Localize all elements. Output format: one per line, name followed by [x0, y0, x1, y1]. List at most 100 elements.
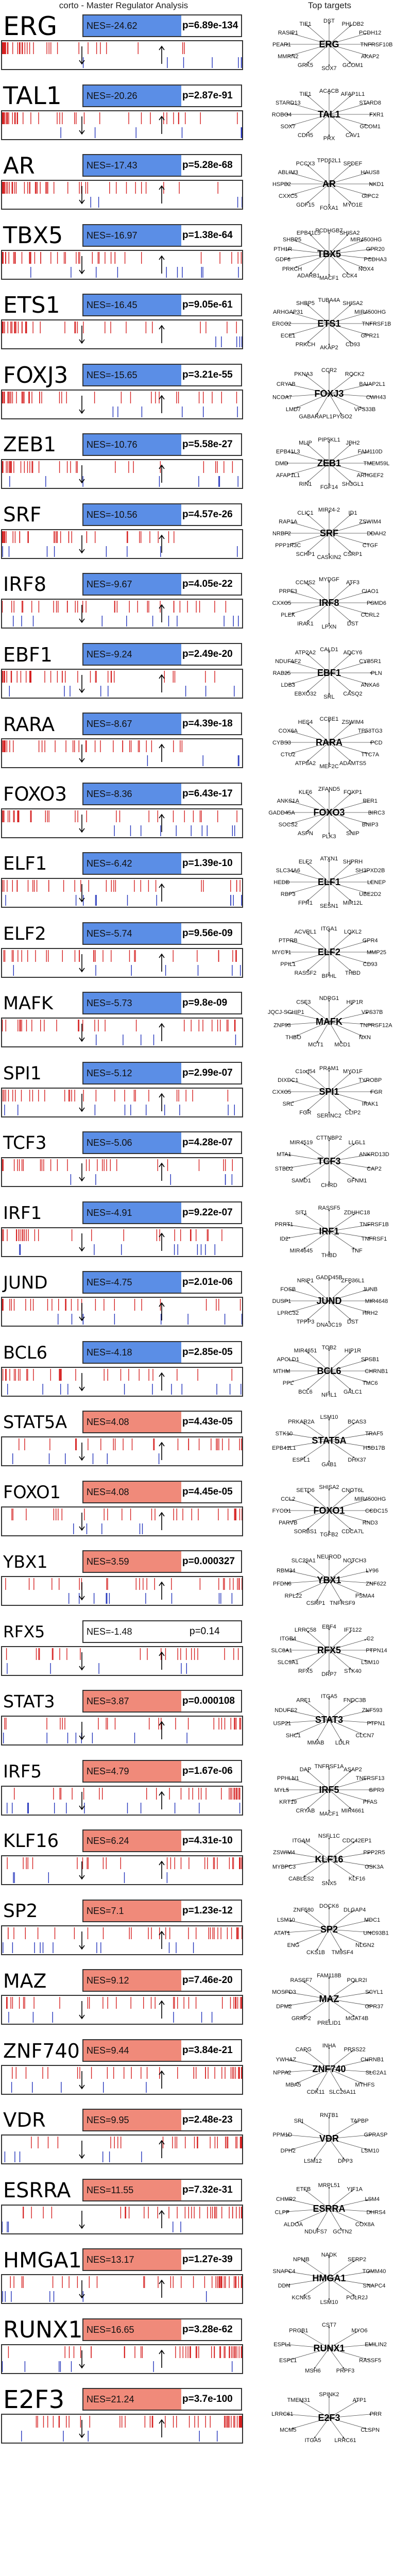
network-edge	[329, 791, 353, 812]
target-label: PRKCH	[282, 266, 302, 272]
edge-head	[364, 940, 366, 942]
target-label: EBXO32	[295, 690, 317, 697]
network-edge	[288, 114, 330, 126]
target-label: ROBO4	[272, 112, 292, 118]
nes-fill	[83, 155, 181, 176]
target-network: ATXN1SHPRHSH3PXD2BLENEPUBE2D2MIR12LSESN1…	[273, 856, 386, 909]
network-edge	[282, 2344, 330, 2348]
edge-head	[304, 1875, 305, 1877]
target-label: PRPF3	[336, 2368, 354, 2374]
edge-head	[364, 1290, 366, 1292]
target-label: MIR4500HG	[354, 1496, 386, 1502]
gsea-svg	[2, 461, 238, 487]
down-arrow	[79, 1791, 85, 1810]
edge-head	[370, 323, 372, 325]
target-label: HSD17B	[363, 1445, 385, 1451]
up-arrow	[159, 2070, 165, 2089]
edge-head	[304, 1143, 305, 1145]
target-label: TYROBP	[358, 1077, 382, 1083]
target-network: DOCK6DLGAP4MDC1UNC93B1NLGN2TM9SF4CKS1BEN…	[274, 1903, 389, 1956]
edge-head	[353, 2294, 354, 2296]
target-label: GPR37	[365, 2004, 383, 2010]
target-label: NDUFAF2	[275, 658, 301, 665]
edge-head	[328, 92, 330, 94]
network-edge	[329, 2259, 357, 2279]
network-edge	[282, 1929, 330, 1933]
p-value-label: p=4.05e-22	[182, 579, 233, 589]
edge-head	[351, 1701, 353, 1703]
target-label: PROB1	[289, 2327, 308, 2333]
p-value-label: p=7.46e-20	[182, 1975, 233, 1986]
nes-fill	[83, 1691, 181, 1711]
target-label: NDUFS2	[274, 1707, 297, 1714]
nes-fill	[83, 1831, 181, 1851]
nes-bar: NES=-5.06 p=4.28e-07	[82, 1131, 242, 1154]
up-arrow	[159, 1442, 165, 1460]
target-network: PIP5KL1JPH2FAM110DTMEM59LARHGEF2SH3GL1FG…	[275, 437, 389, 490]
target-network: NEURODNOTCH3LY96ZNF622PSMA4TNFRSF9CSRP1R…	[273, 1554, 386, 1606]
target-label: NRBF2	[272, 531, 291, 537]
target-label: FPR1	[298, 900, 313, 906]
target-label: SPDEF	[344, 161, 363, 167]
edge-head	[288, 1224, 290, 1226]
target-label: SPINK2	[319, 2392, 339, 2398]
target-label: STARD13	[276, 100, 301, 106]
target-label: SORBS1	[294, 1528, 317, 1534]
nes-label: NES=11.55	[87, 2184, 134, 2195]
target-label: NLGN2	[355, 1942, 374, 1948]
edge-head	[370, 1510, 372, 1511]
network-edge	[305, 1629, 330, 1650]
target-label: DDAH2	[367, 531, 386, 537]
nes-label: NES=21.24	[87, 2394, 134, 2404]
network-edge	[329, 742, 353, 764]
edge-head	[328, 442, 330, 443]
gsea-svg	[11, 2066, 242, 2093]
edge-head	[328, 1349, 330, 1351]
edge-head	[328, 1809, 330, 1811]
nes-bar: NES=9.44 p=3.84e-21	[82, 2039, 242, 2062]
mra-row: YBX1 NES=3.59 p=0.000327 NEUROD NOTCH3 LY96 ZN…	[0, 1548, 412, 1610]
edge-head	[353, 1456, 354, 1459]
down-arrow	[79, 1093, 85, 1112]
network-center-tf: ZNF740	[312, 2064, 346, 2074]
p-value-label: p=5.28e-68	[182, 160, 233, 171]
p-value-label: p=3.21e-55	[182, 369, 233, 380]
network-edge	[329, 1510, 370, 1522]
edge-head	[351, 2190, 353, 2192]
gsea-barcode	[1, 1366, 243, 1397]
gsea-barcode	[1, 2414, 243, 2444]
edge-head	[328, 23, 330, 24]
network-edge	[329, 1091, 370, 1104]
up-arrow	[159, 1232, 165, 1251]
nes-bar: NES=-5.73 p=9.8e-09	[82, 992, 242, 1014]
edge-head	[355, 2401, 357, 2403]
network-edge	[329, 114, 353, 135]
edge-head	[316, 1739, 318, 1741]
edge-head	[307, 550, 309, 552]
edge-head	[328, 1140, 330, 1141]
target-label: SHBP5	[283, 236, 301, 243]
gsea-barcode	[1, 1646, 243, 1676]
target-label: INHA	[322, 2043, 336, 2049]
target-label: LRRC58	[295, 1627, 316, 1633]
target-network: CCR2ROCK2BAIAP2L1CWH43VPS33BPYGO2GABARAP…	[272, 367, 386, 420]
network-edge	[282, 2134, 330, 2139]
target-label: SNAPC4	[363, 2283, 385, 2289]
p-value-label: p=9.05e-61	[182, 299, 233, 310]
target-label: MYCT1	[272, 950, 291, 956]
target-label: ECE1	[281, 333, 296, 339]
edge-head	[287, 258, 289, 259]
edge-head	[349, 165, 351, 167]
edge-head	[328, 762, 330, 764]
edge-head	[368, 1167, 370, 1168]
target-label: KLF6	[299, 789, 312, 795]
gsea-svg	[2, 1020, 236, 1045]
network-edge	[282, 1021, 330, 1025]
p-value-label: p=7.32e-31	[182, 2184, 233, 2195]
p-value-label: p=3.28e-62	[182, 2324, 233, 2335]
gsea-svg	[2, 1159, 233, 1185]
p-value-label: p=4.39e-18	[182, 718, 233, 729]
edge-head	[364, 801, 366, 803]
network-edge	[329, 1859, 357, 1879]
target-label: LSM10	[320, 1414, 338, 1420]
